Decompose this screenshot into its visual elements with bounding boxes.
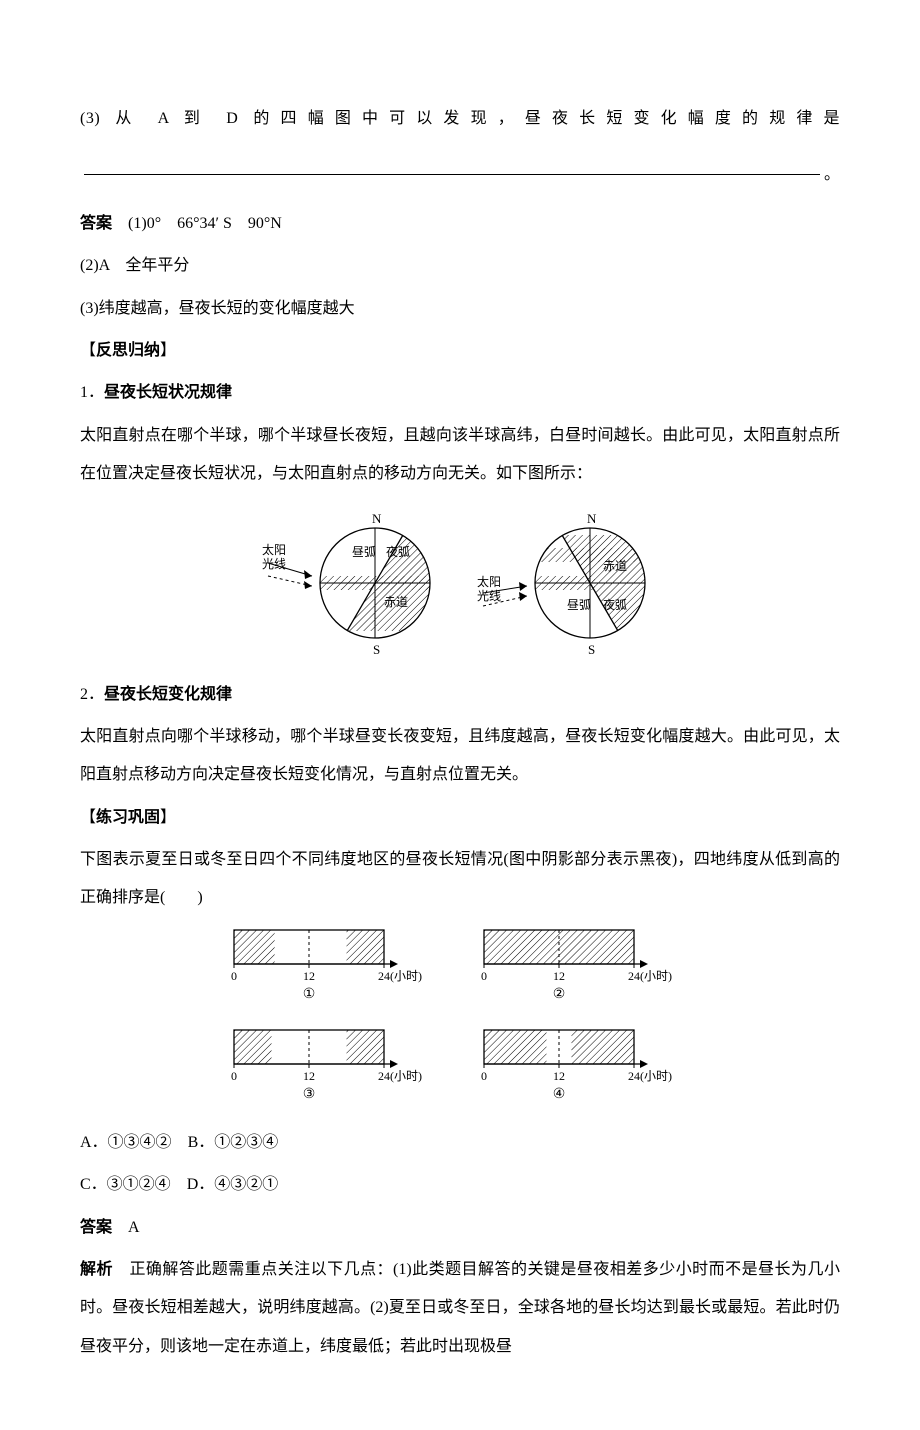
- bar-panel-2: 0 12 24(小时) ②: [480, 928, 690, 1010]
- bar-row-2: 01224(小时)③ 01224(小时)④: [230, 1028, 690, 1110]
- q3-line: (3) 从 A 到 D 的四幅图中可以发现，昼夜长短变化幅度的规律是: [80, 100, 840, 138]
- svg-text:24: 24: [378, 1069, 390, 1083]
- svg-text:12: 12: [553, 1069, 565, 1083]
- ans3: (3)纬度越高，昼夜长短的变化幅度越大: [80, 300, 355, 317]
- rule2-num: 2．: [80, 686, 104, 703]
- equator-label: 赤道: [384, 595, 408, 609]
- final-answer: A: [128, 1219, 140, 1236]
- n-label-r: N: [587, 511, 597, 526]
- svg-text:24: 24: [378, 969, 390, 983]
- svg-text:12: 12: [303, 1069, 315, 1083]
- svg-text:(小时): (小时): [640, 969, 672, 983]
- svg-text:12: 12: [553, 969, 565, 983]
- svg-text:(小时): (小时): [390, 969, 422, 983]
- rule2-title-row: 2．昼夜长短变化规律: [80, 676, 840, 714]
- bar-panel-3: 0 12 24(小时) ③: [230, 1028, 440, 1110]
- bracket-l2: 【: [80, 809, 96, 826]
- svg-text:24: 24: [628, 1069, 640, 1083]
- rule1-para: 太阳直射点在哪个半球，哪个半球昼长夜短，且越向该半球高纬，白昼时间越长。由此可见…: [80, 417, 840, 494]
- s-label-r: S: [588, 642, 595, 657]
- svg-text:④: ④: [553, 1087, 566, 1102]
- equator-label-r: 赤道: [603, 559, 627, 573]
- ans2b: 全年平分: [125, 257, 189, 274]
- svg-text:24: 24: [628, 969, 640, 983]
- bar-panel-4: 0 12 24(小时) ④: [480, 1028, 690, 1110]
- practice-heading: 练习巩固: [96, 809, 160, 826]
- svg-text:0: 0: [231, 1069, 237, 1083]
- sunray-label-2: 光线: [262, 557, 286, 571]
- final-answer-row: 答案 A: [80, 1209, 840, 1247]
- options-row-1: A．①③④② B．①②③④: [80, 1124, 840, 1162]
- q3-sep: ，: [498, 110, 525, 127]
- svg-text:(小时): (小时): [390, 1069, 422, 1083]
- n-label: N: [372, 511, 382, 526]
- bracket-l: 【: [80, 342, 96, 359]
- svg-text:0: 0: [481, 969, 487, 983]
- svg-text:②: ②: [553, 987, 566, 1002]
- sunray-label-1: 太阳: [262, 542, 286, 557]
- globe-left: N S 昼弧 夜弧 赤道 太阳 光线: [260, 508, 445, 668]
- sunray-label-r1: 太阳: [477, 574, 501, 589]
- answer-line-3: (3)纬度越高，昼夜长短的变化幅度越大: [80, 290, 840, 328]
- s-label: S: [373, 642, 380, 657]
- svg-text:①: ①: [303, 987, 316, 1002]
- option-c: C．③①②④: [80, 1176, 171, 1193]
- q3-tail: 昼夜长短变化幅度的规律是: [525, 110, 840, 127]
- ans2a: (2)A: [80, 257, 109, 274]
- answer-heading: 答案: [80, 215, 112, 232]
- rule2-para: 太阳直射点向哪个半球移动，哪个半球昼变长夜变短，且纬度越高，昼夜长短变化幅度越大…: [80, 718, 840, 795]
- night-arc-label: 夜弧: [386, 544, 410, 559]
- rule1-title: 昼夜长短状况规律: [104, 384, 232, 401]
- svg-text:0: 0: [231, 969, 237, 983]
- svg-text:(小时): (小时): [640, 1069, 672, 1083]
- practice-q: 下图表示夏至日或冬至日四个不同纬度地区的昼夜长短情况(图中阴影部分表示黑夜)，四…: [80, 841, 840, 918]
- svg-text:12: 12: [303, 969, 315, 983]
- day-arc-label-r: 昼弧: [567, 598, 591, 612]
- svg-text:③: ③: [303, 1087, 316, 1102]
- option-b: B．①②③④: [188, 1134, 279, 1151]
- answer-line-1: 答案 (1)0° 66°34′ S 90°N: [80, 205, 840, 243]
- ans1-text: (1)0° 66°34′ S 90°N: [128, 215, 282, 232]
- option-a: A．①③④②: [80, 1134, 172, 1151]
- rule2-title: 昼夜长短变化规律: [104, 686, 232, 703]
- reflect-heading: 反思归纳: [96, 342, 160, 359]
- answer-line-2: (2)A 全年平分: [80, 247, 840, 285]
- globe-right: N S 赤道 昼弧 夜弧 太阳 光线: [475, 508, 660, 668]
- final-answer-label: 答案: [80, 1219, 112, 1236]
- globe-diagram-row: N S 昼弧 夜弧 赤道 太阳 光线 N S 赤道 昼弧: [80, 508, 840, 668]
- bar-diagram-grid: 01224(小时)① 01224(小时)② 01224(小时)③ 01224(小…: [80, 928, 840, 1110]
- q3-label: (3): [80, 110, 100, 127]
- options-row-2: C．③①②④ D．④③②①: [80, 1166, 840, 1204]
- reflect-heading-row: 【反思归纳】: [80, 332, 840, 370]
- blank-rule: [84, 174, 820, 175]
- rule1-num: 1．: [80, 384, 104, 401]
- explanation-row: 解析 正确解答此题需重点关注以下几点：(1)此类题目解答的关键是昼夜相差多少小时…: [80, 1251, 840, 1366]
- bar-panel-1: 0 12 24(小时) ①: [230, 928, 440, 1010]
- bracket-r2: 】: [160, 809, 176, 826]
- explanation-label: 解析: [80, 1261, 113, 1278]
- night-arc-label-r: 夜弧: [603, 597, 627, 612]
- svg-text:0: 0: [481, 1069, 487, 1083]
- explanation-text: 正确解答此题需重点关注以下几点：(1)此类题目解答的关键是昼夜相差多少小时而不是…: [80, 1261, 840, 1355]
- option-d: D．④③②①: [187, 1176, 279, 1193]
- q3-head: 从 A 到 D 的四幅图中可以发现: [115, 110, 497, 127]
- sunray-label-r2: 光线: [477, 589, 501, 603]
- bracket-r: 】: [160, 342, 176, 359]
- period: 。: [824, 156, 840, 194]
- practice-heading-row: 【练习巩固】: [80, 799, 840, 837]
- q3-blank-line: 。: [80, 156, 840, 194]
- bar-row-1: 01224(小时)① 01224(小时)②: [230, 928, 690, 1010]
- day-arc-label: 昼弧: [352, 545, 376, 559]
- rule1-title-row: 1．昼夜长短状况规律: [80, 374, 840, 412]
